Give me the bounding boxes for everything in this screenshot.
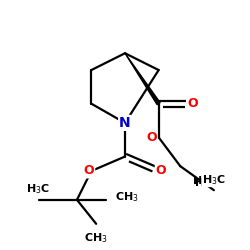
Text: O: O [156, 164, 166, 177]
Text: H: H [216, 178, 226, 188]
Text: N: N [119, 116, 131, 130]
Text: O: O [84, 164, 94, 177]
Text: CH$_3$: CH$_3$ [84, 231, 108, 245]
Text: H: H [195, 178, 204, 188]
Text: O: O [146, 131, 157, 144]
Polygon shape [125, 53, 160, 105]
Text: H$_3$C: H$_3$C [26, 182, 50, 196]
Text: H$_3$C: H$_3$C [202, 173, 226, 186]
Text: H$_3$C: H$_3$C [192, 174, 216, 188]
Text: CH$_3$: CH$_3$ [116, 190, 139, 204]
Text: O: O [187, 97, 198, 110]
